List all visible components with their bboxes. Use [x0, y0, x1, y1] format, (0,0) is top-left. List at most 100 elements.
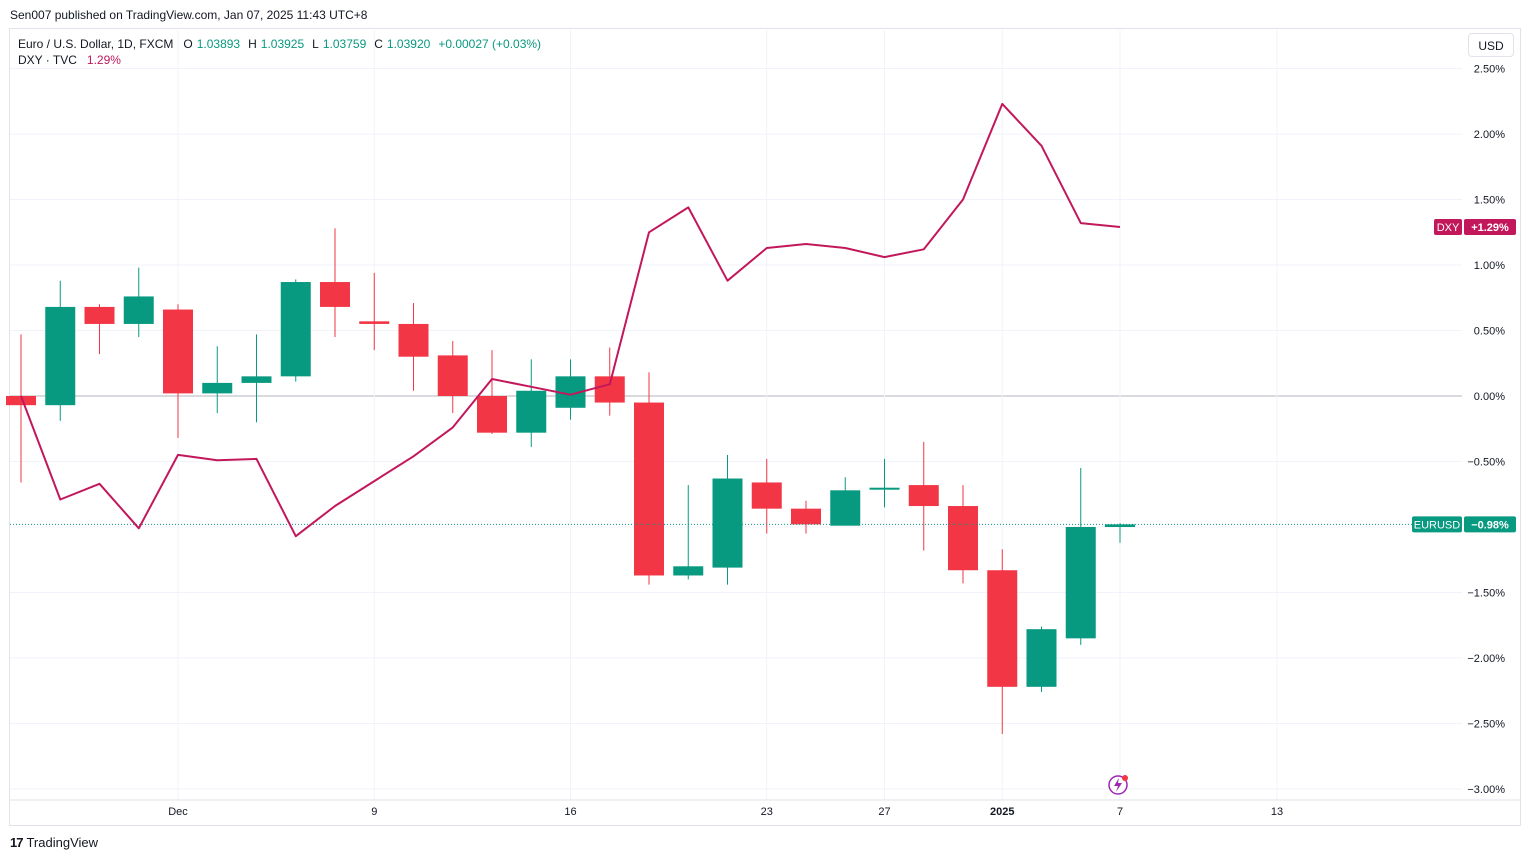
candle-body	[594, 376, 625, 403]
candle	[359, 272, 390, 351]
legend-symbol[interactable]: Euro / U.S. Dollar, 1D, FXCM	[18, 37, 174, 51]
dxy-badge: DXY +1.29%	[1434, 219, 1516, 236]
candle	[869, 458, 900, 508]
y-tick-label: −1.50%	[1467, 588, 1505, 600]
candle	[791, 500, 821, 534]
legend-compare-row: DXY · TVC 1.29%	[18, 52, 545, 68]
y-tick-label: −2.50%	[1467, 719, 1505, 731]
dxy-badge-value-bg	[1464, 219, 1516, 236]
y-tick-label: 0.50%	[1474, 326, 1505, 338]
y-tick-label: 1.00%	[1474, 260, 1505, 272]
candle-body	[320, 282, 350, 307]
candle	[634, 372, 664, 585]
news-lightning-icon[interactable]	[1108, 775, 1128, 795]
candle-body	[751, 482, 782, 509]
candle-body	[948, 506, 978, 571]
currency-button[interactable]: USD	[1468, 33, 1514, 57]
y-tick-label: −0.50%	[1467, 457, 1505, 469]
legend-low-value: 1.03759	[322, 37, 367, 51]
candle-body	[634, 402, 664, 576]
y-tick-label: −2.00%	[1467, 653, 1505, 665]
candle-body	[830, 490, 861, 526]
candle	[594, 347, 625, 416]
candle	[1065, 468, 1096, 645]
eurusd-candles	[6, 228, 1135, 734]
lightning-icon	[1114, 778, 1122, 792]
x-tick-label: 13	[1271, 806, 1283, 818]
candle-body	[477, 396, 507, 433]
legend-close-value: 1.03920	[386, 37, 431, 51]
dxy-badge-label-bg	[1434, 219, 1462, 236]
eurusd-badge-value-bg	[1464, 516, 1516, 533]
x-tick-label: 23	[761, 806, 773, 818]
candle-body	[1026, 629, 1057, 687]
candle	[202, 346, 233, 414]
x-tick-label: 9	[371, 806, 377, 818]
candle-body	[45, 306, 76, 406]
candle-body	[398, 323, 429, 357]
candle	[830, 477, 861, 526]
candle-body	[202, 382, 233, 394]
eurusd-badge-label: EURUSD	[1414, 519, 1461, 531]
dxy-series-line	[20, 102, 1121, 538]
y-tick-label: −3.00%	[1467, 784, 1505, 796]
candle	[516, 359, 547, 448]
candle-body	[673, 566, 704, 576]
candle	[673, 485, 704, 580]
candle	[320, 228, 350, 338]
eurusd-badge: EURUSD −0.98%	[1412, 516, 1516, 533]
legend-high-value: 1.03925	[260, 37, 305, 51]
candle-body	[1065, 527, 1096, 639]
candle-body	[869, 487, 900, 490]
candle	[163, 304, 193, 438]
candle	[6, 334, 36, 483]
tradingview-logo[interactable]: 17 TradingView	[10, 835, 98, 850]
legend-change: +0.00027 (+0.03%)	[438, 37, 542, 51]
candle-body	[987, 570, 1018, 687]
candle-body	[516, 390, 547, 433]
candle-body	[908, 485, 939, 507]
x-tick-label: 27	[878, 806, 890, 818]
candle	[908, 441, 939, 551]
legend-compare-value: 1.29%	[86, 53, 121, 67]
legend-close-label: C	[374, 37, 383, 51]
y-tick-label: 2.00%	[1474, 129, 1505, 141]
candle	[280, 279, 311, 382]
candle	[477, 350, 507, 434]
candle-body	[84, 306, 115, 324]
candle	[1105, 523, 1135, 543]
candle	[555, 359, 586, 420]
candle	[948, 485, 978, 584]
x-tick-label: Dec	[168, 806, 188, 818]
y-tick-label: 2.50%	[1474, 64, 1505, 76]
dxy-badge-value: +1.29%	[1471, 222, 1509, 234]
grid-lines	[10, 30, 1520, 801]
legend-low-label: L	[312, 37, 319, 51]
y-tick-label: 0.00%	[1474, 391, 1505, 403]
time-axis: Dec 9 16 23 27 2025 7 13	[168, 806, 1283, 818]
legend-open-value: 1.03893	[196, 37, 241, 51]
candle-body	[280, 282, 311, 377]
published-byline: Sen007 published on TradingView.com, Jan…	[10, 8, 368, 22]
candle-body	[123, 296, 154, 324]
candle-body	[791, 508, 821, 525]
tradingview-brand: TradingView	[26, 835, 99, 850]
news-icon-dot	[1122, 775, 1128, 781]
candle	[45, 280, 76, 421]
x-tick-label: 2025	[990, 806, 1014, 818]
y-tick-label: 1.50%	[1474, 195, 1505, 207]
candle	[712, 454, 743, 585]
candle-body	[6, 396, 36, 406]
candle	[398, 302, 429, 391]
candle-body	[1105, 524, 1135, 527]
price-axis: 2.50%2.00%1.50%1.00%0.50%0.00%−0.50%−1.0…	[1467, 64, 1505, 797]
candle	[241, 334, 272, 423]
candle-body	[437, 355, 468, 396]
legend-compare-symbol[interactable]: DXY · TVC	[18, 53, 77, 67]
candle	[751, 458, 782, 534]
candle-body	[712, 478, 743, 568]
x-tick-label: 7	[1117, 806, 1123, 818]
candle-body	[359, 321, 390, 324]
